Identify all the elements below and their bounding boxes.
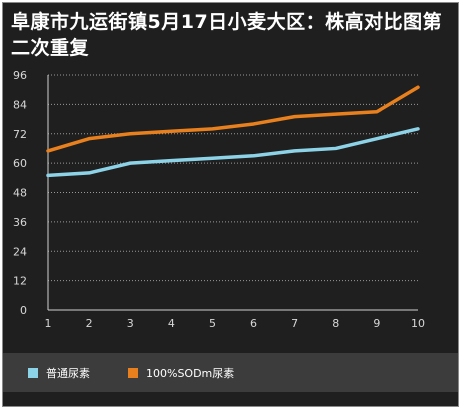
series-line-1 — [46, 127, 420, 178]
legend-swatch-series-2 — [128, 368, 138, 378]
legend-swatch-series-1 — [28, 368, 38, 378]
x-tick-label: 1 — [45, 317, 52, 330]
chart-title: 阜康市九运街镇5月17日小麦大区：株高对比图第二次重复 — [11, 11, 443, 59]
x-tick-label: 3 — [127, 317, 134, 330]
y-tick-label: 12 — [13, 275, 27, 288]
x-tick-label: 10 — [411, 317, 425, 330]
y-tick-label: 84 — [13, 98, 27, 111]
y-tick-label: 0 — [20, 304, 27, 317]
legend-item-series-2: 100%SODm尿素 — [128, 365, 234, 381]
legend-label-series-1: 普通尿素 — [46, 367, 90, 380]
y-tick-label: 60 — [13, 157, 27, 170]
chart-legend: 普通尿素 100%SODm尿素 — [3, 353, 458, 392]
legend-label-series-2: 100%SODm尿素 — [146, 367, 235, 380]
x-tick-label: 9 — [373, 317, 380, 330]
x-tick-label: 2 — [86, 317, 93, 330]
y-tick-label: 48 — [13, 187, 27, 200]
x-tick-label: 4 — [168, 317, 175, 330]
series-line-2 — [46, 85, 420, 153]
x-tick-label: 6 — [250, 317, 257, 330]
y-tick-label: 96 — [13, 69, 27, 82]
y-tick-label: 24 — [13, 245, 27, 258]
legend-item-series-1: 普通尿素 — [28, 365, 90, 381]
x-tick-label: 7 — [291, 317, 298, 330]
y-tick-label: 36 — [13, 216, 27, 229]
plot-area — [3, 73, 458, 310]
x-tick-label: 5 — [209, 317, 216, 330]
y-tick-label: 72 — [13, 128, 27, 141]
x-tick-label: 8 — [332, 317, 339, 330]
chart-frame: 阜康市九运街镇5月17日小麦大区：株高对比图第二次重复 0 12 24 36 48 60 7… — [2, 2, 459, 407]
